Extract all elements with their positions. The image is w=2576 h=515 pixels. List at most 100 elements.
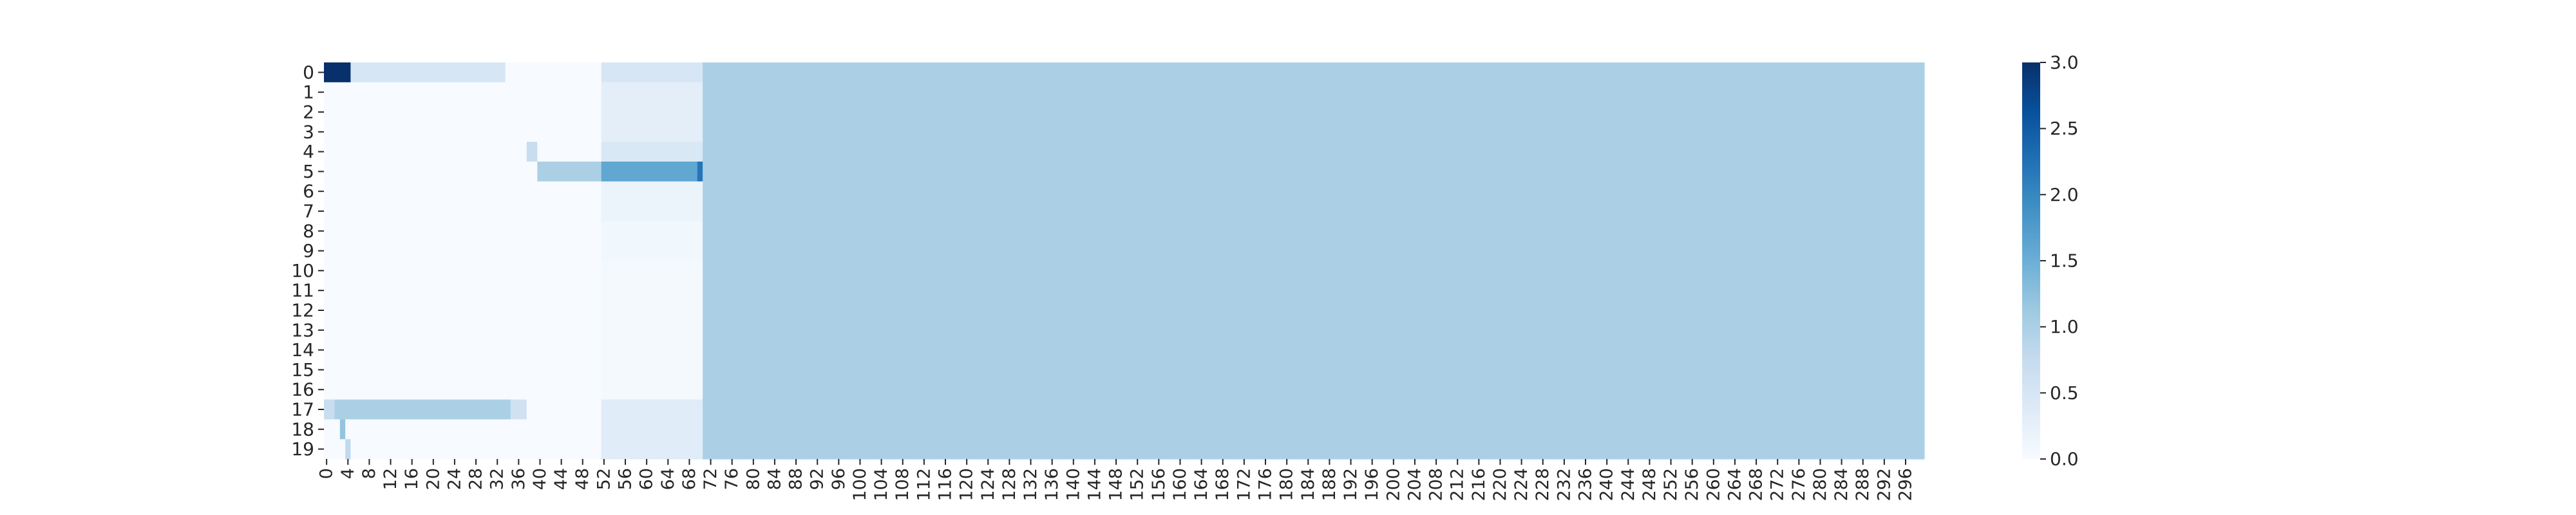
x-tick-label: 232 xyxy=(1554,468,1574,501)
x-tick-label: 192 xyxy=(1341,468,1361,501)
heatmap-cell-run xyxy=(345,439,352,460)
colorbar-tick-label: 2.5 xyxy=(2050,118,2079,139)
colorbar-tick-label: 1.0 xyxy=(2050,316,2079,337)
y-tick-label: 14 xyxy=(291,339,314,360)
x-tick-label: 216 xyxy=(1469,468,1489,501)
y-tick-label: 6 xyxy=(303,181,314,202)
heatmap-cell-run xyxy=(703,181,1925,202)
y-tick-label: 8 xyxy=(303,220,314,241)
x-tick-label: 292 xyxy=(1874,468,1894,501)
heatmap-cell-run xyxy=(703,439,1925,460)
y-tick-label: 18 xyxy=(291,418,314,440)
heatmap-cell-run xyxy=(601,340,703,360)
heatmap-cell-run xyxy=(703,221,1925,241)
heatmap-cell-run xyxy=(601,419,703,440)
x-tick-label: 248 xyxy=(1640,468,1660,501)
x-axis: 0 4 8 12 16 20 24 28 32 36 40 44 48 52 56 60 64 68 72 76 80 8… xyxy=(317,459,1916,501)
y-tick-label: 15 xyxy=(291,359,314,380)
heatmap-cell-run xyxy=(324,280,602,301)
y-tick-label: 9 xyxy=(303,240,314,261)
heatmap-cell-run xyxy=(601,62,703,83)
y-tick-label: 10 xyxy=(291,260,314,281)
x-tick-label: 132 xyxy=(1021,468,1041,501)
x-tick-label: 160 xyxy=(1170,468,1190,501)
x-tick-label: 44 xyxy=(551,468,571,490)
heatmap-cell-run xyxy=(324,142,527,162)
heatmap-cell-run xyxy=(601,300,703,321)
heatmap-cell-run xyxy=(601,439,703,460)
y-tick-label: 13 xyxy=(291,319,314,341)
heatmap-cell-run xyxy=(703,419,1925,440)
y-tick-label: 16 xyxy=(291,379,314,400)
colorbar-ticks: 0.0 0.5 1.0 1.5 2.0 2.5 3.0 xyxy=(2040,52,2079,470)
x-tick-label: 260 xyxy=(1703,468,1723,501)
x-tick-label: 100 xyxy=(850,468,870,501)
heatmap-cell-run xyxy=(510,399,527,420)
y-tick-label: 17 xyxy=(291,399,314,420)
x-tick-label: 112 xyxy=(914,468,934,501)
heatmap-cell-run xyxy=(324,82,602,103)
x-tick-label: 104 xyxy=(871,468,891,501)
heatmap-cell-run xyxy=(324,360,602,380)
x-tick-label: 140 xyxy=(1063,468,1083,501)
x-tick-label: 96 xyxy=(829,468,849,490)
x-tick-label: 196 xyxy=(1362,468,1382,501)
x-tick-label: 184 xyxy=(1298,468,1318,501)
x-tick-label: 144 xyxy=(1084,468,1104,501)
x-tick-label: 16 xyxy=(402,468,422,490)
x-tick-label: 124 xyxy=(978,468,998,501)
heatmap-cell-run xyxy=(601,162,698,182)
x-tick-label: 60 xyxy=(637,468,657,490)
x-tick-label: 32 xyxy=(488,468,507,490)
x-tick-label: 200 xyxy=(1383,468,1403,501)
heatmap-cell-run xyxy=(703,399,1925,420)
x-tick-label: 276 xyxy=(1789,468,1809,501)
heatmap-cell-run xyxy=(324,102,602,122)
x-tick-label: 128 xyxy=(999,468,1019,501)
x-tick-label: 36 xyxy=(509,468,529,490)
heatmap-cells xyxy=(324,62,1925,460)
x-tick-label: 156 xyxy=(1149,468,1169,501)
y-tick-label: 7 xyxy=(303,201,314,222)
heatmap-cell-run xyxy=(601,379,703,400)
x-tick-label: 108 xyxy=(893,468,913,501)
colorbar: 0.0 0.5 1.0 1.5 2.0 2.5 3.0 xyxy=(2022,52,2079,470)
heatmap-cell-run xyxy=(703,142,1925,162)
x-tick-label: 296 xyxy=(1896,468,1916,501)
heatmap-cell-run xyxy=(324,300,602,321)
heatmap-cell-run xyxy=(601,399,703,420)
x-tick-label: 48 xyxy=(573,468,592,490)
x-tick-label: 228 xyxy=(1533,468,1553,501)
x-tick-label: 164 xyxy=(1191,468,1211,501)
x-tick-label: 264 xyxy=(1725,468,1745,501)
x-tick-label: 188 xyxy=(1320,468,1340,501)
x-tick-label: 152 xyxy=(1128,468,1148,501)
heatmap-cell-run xyxy=(324,320,602,341)
colorbar-gradient xyxy=(2022,62,2040,459)
heatmap-cell-run xyxy=(526,142,538,162)
x-tick-label: 236 xyxy=(1576,468,1596,501)
heatmap-cell-run xyxy=(601,142,703,162)
x-tick-label: 204 xyxy=(1405,468,1425,501)
y-tick-label: 2 xyxy=(303,102,314,123)
x-tick-label: 84 xyxy=(764,468,784,490)
x-tick-label: 180 xyxy=(1277,468,1297,501)
x-tick-label: 88 xyxy=(786,468,806,490)
heatmap-cell-run xyxy=(601,280,703,301)
heatmap-cell-run xyxy=(334,399,511,420)
heatmap-cell-run xyxy=(324,379,602,400)
y-tick-label: 11 xyxy=(291,280,314,301)
x-tick-label: 52 xyxy=(594,468,614,490)
x-tick-label: 240 xyxy=(1597,468,1617,501)
x-tick-label: 208 xyxy=(1426,468,1446,501)
y-tick-label: 5 xyxy=(303,161,314,182)
heatmap-cell-run xyxy=(601,181,703,202)
heatmap-cell-run xyxy=(703,300,1925,321)
heatmap-cell-run xyxy=(601,360,703,380)
heatmap-cell-run xyxy=(324,122,602,142)
heatmap-cell-run xyxy=(703,320,1925,341)
heatmap-cell-run xyxy=(345,419,602,440)
heatmap-cell-run xyxy=(703,379,1925,400)
